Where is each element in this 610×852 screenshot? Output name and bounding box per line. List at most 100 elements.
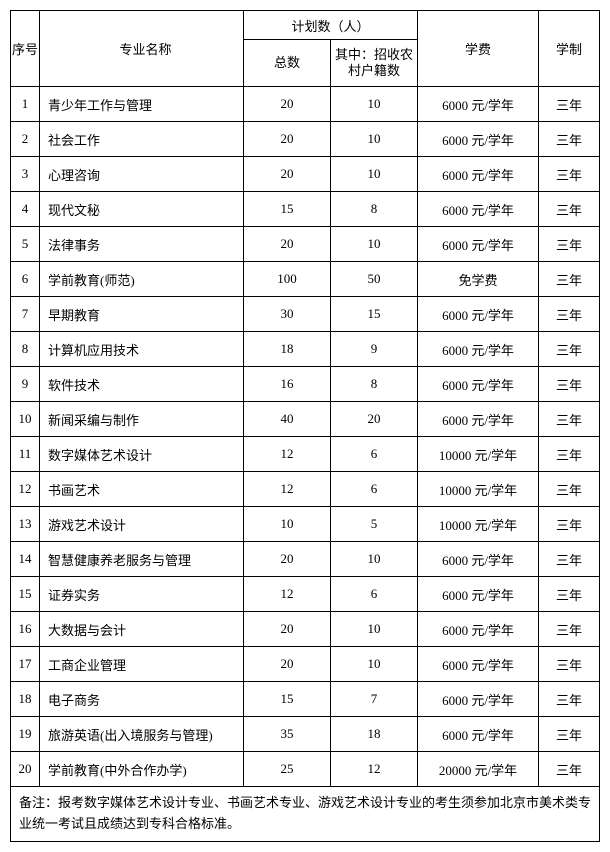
cell-idx: 17 <box>11 647 40 682</box>
cell-name: 计算机应用技术 <box>40 332 244 367</box>
cell-idx: 9 <box>11 367 40 402</box>
cell-total: 16 <box>244 367 331 402</box>
cell-fee: 6000 元/学年 <box>418 122 539 157</box>
cell-name: 学前教育(中外合作办学) <box>40 752 244 787</box>
cell-fee: 6000 元/学年 <box>418 157 539 192</box>
cell-dur: 三年 <box>539 437 600 472</box>
hdr-idx: 序号 <box>11 11 40 87</box>
table-row: 14智慧健康养老服务与管理20106000 元/学年三年 <box>11 542 600 577</box>
cell-fee: 6000 元/学年 <box>418 332 539 367</box>
cell-name: 证券实务 <box>40 577 244 612</box>
cell-total: 20 <box>244 122 331 157</box>
cell-fee: 6000 元/学年 <box>418 612 539 647</box>
table-row: 2社会工作20106000 元/学年三年 <box>11 122 600 157</box>
cell-dur: 三年 <box>539 262 600 297</box>
table-row: 1青少年工作与管理20106000 元/学年三年 <box>11 87 600 122</box>
hdr-plan: 计划数（人） <box>244 11 418 40</box>
table-row: 9软件技术1686000 元/学年三年 <box>11 367 600 402</box>
cell-fee: 10000 元/学年 <box>418 472 539 507</box>
cell-idx: 7 <box>11 297 40 332</box>
cell-rural: 5 <box>331 507 418 542</box>
cell-rural: 10 <box>331 157 418 192</box>
cell-total: 10 <box>244 507 331 542</box>
cell-name: 电子商务 <box>40 682 244 717</box>
cell-total: 12 <box>244 437 331 472</box>
table-row: 18电子商务1576000 元/学年三年 <box>11 682 600 717</box>
cell-rural: 8 <box>331 192 418 227</box>
cell-dur: 三年 <box>539 577 600 612</box>
cell-rural: 15 <box>331 297 418 332</box>
cell-fee: 6000 元/学年 <box>418 192 539 227</box>
table-row: 5法律事务20106000 元/学年三年 <box>11 227 600 262</box>
cell-name: 新闻采编与制作 <box>40 402 244 437</box>
cell-fee: 6000 元/学年 <box>418 367 539 402</box>
cell-dur: 三年 <box>539 367 600 402</box>
cell-rural: 10 <box>331 227 418 262</box>
cell-total: 20 <box>244 87 331 122</box>
cell-rural: 6 <box>331 472 418 507</box>
cell-idx: 6 <box>11 262 40 297</box>
cell-dur: 三年 <box>539 472 600 507</box>
cell-dur: 三年 <box>539 122 600 157</box>
cell-name: 现代文秘 <box>40 192 244 227</box>
table-row: 17工商企业管理20106000 元/学年三年 <box>11 647 600 682</box>
cell-total: 20 <box>244 227 331 262</box>
cell-idx: 18 <box>11 682 40 717</box>
table-row: 16大数据与会计20106000 元/学年三年 <box>11 612 600 647</box>
cell-fee: 20000 元/学年 <box>418 752 539 787</box>
cell-fee: 免学费 <box>418 262 539 297</box>
table-row: 8计算机应用技术1896000 元/学年三年 <box>11 332 600 367</box>
cell-idx: 5 <box>11 227 40 262</box>
hdr-rural: 其中：招收农村户籍数 <box>331 40 418 87</box>
cell-name: 智慧健康养老服务与管理 <box>40 542 244 577</box>
cell-name: 大数据与会计 <box>40 612 244 647</box>
cell-idx: 4 <box>11 192 40 227</box>
table-row: 10新闻采编与制作40206000 元/学年三年 <box>11 402 600 437</box>
cell-dur: 三年 <box>539 682 600 717</box>
cell-total: 12 <box>244 577 331 612</box>
cell-fee: 10000 元/学年 <box>418 507 539 542</box>
cell-rural: 50 <box>331 262 418 297</box>
cell-idx: 16 <box>11 612 40 647</box>
cell-idx: 2 <box>11 122 40 157</box>
cell-idx: 1 <box>11 87 40 122</box>
cell-dur: 三年 <box>539 612 600 647</box>
cell-idx: 12 <box>11 472 40 507</box>
cell-name: 书画艺术 <box>40 472 244 507</box>
cell-rural: 10 <box>331 647 418 682</box>
cell-total: 20 <box>244 647 331 682</box>
table-row: 20学前教育(中外合作办学)251220000 元/学年三年 <box>11 752 600 787</box>
cell-dur: 三年 <box>539 332 600 367</box>
cell-dur: 三年 <box>539 507 600 542</box>
cell-fee: 6000 元/学年 <box>418 402 539 437</box>
cell-total: 20 <box>244 612 331 647</box>
cell-name: 学前教育(师范) <box>40 262 244 297</box>
cell-fee: 6000 元/学年 <box>418 682 539 717</box>
cell-idx: 11 <box>11 437 40 472</box>
table-row: 7早期教育30156000 元/学年三年 <box>11 297 600 332</box>
cell-name: 游戏艺术设计 <box>40 507 244 542</box>
cell-dur: 三年 <box>539 542 600 577</box>
cell-dur: 三年 <box>539 647 600 682</box>
cell-total: 40 <box>244 402 331 437</box>
cell-total: 15 <box>244 682 331 717</box>
cell-idx: 19 <box>11 717 40 752</box>
cell-name: 工商企业管理 <box>40 647 244 682</box>
cell-total: 30 <box>244 297 331 332</box>
cell-dur: 三年 <box>539 192 600 227</box>
cell-rural: 9 <box>331 332 418 367</box>
cell-rural: 10 <box>331 87 418 122</box>
cell-idx: 10 <box>11 402 40 437</box>
cell-rural: 12 <box>331 752 418 787</box>
cell-fee: 6000 元/学年 <box>418 297 539 332</box>
cell-idx: 3 <box>11 157 40 192</box>
cell-idx: 20 <box>11 752 40 787</box>
cell-idx: 13 <box>11 507 40 542</box>
cell-fee: 6000 元/学年 <box>418 227 539 262</box>
cell-dur: 三年 <box>539 227 600 262</box>
cell-idx: 8 <box>11 332 40 367</box>
table-row: 11数字媒体艺术设计12610000 元/学年三年 <box>11 437 600 472</box>
table-note: 备注：报考数字媒体艺术设计专业、书画艺术专业、游戏艺术设计专业的考生须参加北京市… <box>11 787 600 842</box>
cell-total: 35 <box>244 717 331 752</box>
cell-total: 100 <box>244 262 331 297</box>
